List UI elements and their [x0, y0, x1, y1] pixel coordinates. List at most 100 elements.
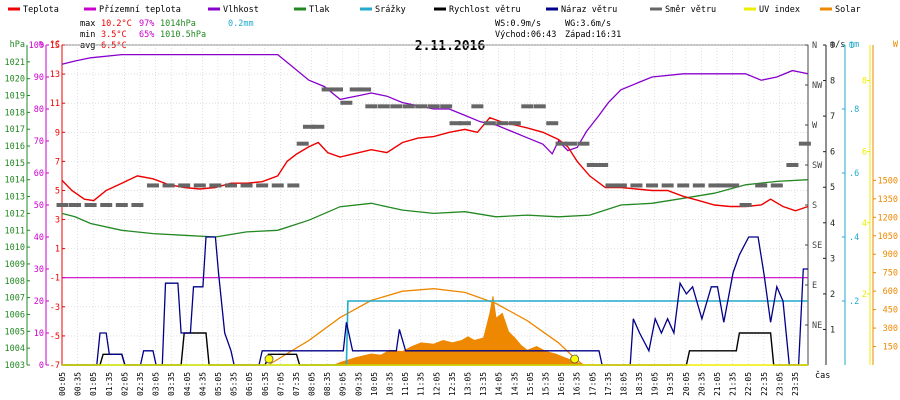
x-tick-label: 07:35 — [292, 372, 301, 396]
wind-direction-mark — [770, 183, 783, 188]
direction-axis-tick-label: SE — [812, 241, 822, 251]
pressure-axis-tick-label: 1019 — [5, 92, 25, 102]
x-tick-label: 04:05 — [183, 372, 192, 396]
x-tick-label: 20:35 — [697, 372, 706, 396]
stat-label: min — [80, 30, 95, 40]
wind-direction-mark — [708, 183, 721, 188]
rain-axis-tick-label: 1 — [849, 41, 854, 51]
wind-direction-mark — [240, 183, 253, 188]
x-tick-label: 12:05 — [432, 372, 441, 396]
wind-direction-mark — [717, 183, 730, 188]
rain-axis-unit: mm — [849, 40, 859, 50]
temperature-axis-tick-label: 11 — [50, 99, 60, 109]
legend-label: Tlak — [309, 5, 329, 15]
x-tick-label: 15:05 — [526, 372, 535, 396]
temperature-axis-tick-label: 3 — [55, 216, 60, 226]
stat-humidity: 97% — [139, 19, 154, 29]
stat-temp: 10.2°C — [101, 19, 132, 29]
humidity-axis-tick-label: 90 — [34, 73, 44, 83]
direction-axis-tick-label: N — [812, 41, 817, 51]
solar-axis-tick-label: 1350 — [878, 195, 898, 205]
x-tick-label: 16:35 — [573, 372, 582, 396]
wind-direction-mark — [577, 141, 590, 146]
rain-axis-tick-label: .2 — [849, 297, 859, 307]
windspeed-axis-tick-label: 2 — [830, 290, 835, 300]
wind-direction-mark — [193, 183, 206, 188]
wind-direction-mark — [331, 87, 344, 92]
humidity-axis-tick-label: 70 — [34, 137, 44, 147]
windspeed-axis-tick-label: 1 — [830, 325, 835, 335]
stat-wg: WG:3.6m/s — [565, 19, 611, 29]
x-tick-label: 17:05 — [588, 372, 597, 396]
wind-direction-mark — [390, 104, 403, 109]
x-tick-label: 09:35 — [354, 372, 363, 396]
x-tick-label: 05:05 — [214, 372, 223, 396]
legend-label: Směr větru — [665, 5, 716, 15]
x-tick-label: 03:35 — [167, 372, 176, 396]
pressure-axis-tick-label: 1013 — [5, 193, 25, 203]
temperature-axis-tick-label: -5 — [50, 332, 60, 342]
stat-pressure: 1014hPa — [160, 19, 196, 29]
wind-direction-mark — [605, 183, 618, 188]
direction-axis-tick-label: SW — [812, 161, 823, 171]
direction-axis-tick-label: NW — [812, 81, 823, 91]
pressure-axis-tick-label: 1006 — [5, 310, 25, 320]
pressure-axis-tick-label: 1017 — [5, 125, 25, 135]
x-tick-label: 18:05 — [619, 372, 628, 396]
wind-direction-mark — [727, 183, 740, 188]
humidity-axis-unit: % — [39, 40, 44, 50]
stat-label: avg — [80, 41, 95, 51]
x-tick-label: 15:35 — [541, 372, 550, 396]
x-tick-label: 14:35 — [510, 372, 519, 396]
wind-direction-mark — [564, 141, 577, 146]
wind-direction-mark — [427, 104, 440, 109]
humidity-axis-tick-label: 0 — [39, 361, 44, 371]
solar-axis-tick-label: 450 — [883, 306, 898, 316]
uv-axis-tick-label: 4 — [862, 219, 867, 229]
wind-direction-mark — [271, 183, 284, 188]
pressure-axis-tick-label: 1010 — [5, 243, 25, 253]
windspeed-axis-tick-label: 9 — [830, 41, 835, 51]
legend-label: Náraz větru — [561, 5, 617, 15]
direction-axis-tick-label: NE — [812, 321, 822, 331]
windspeed-axis-unit: m/s — [830, 40, 845, 50]
rain-axis-tick-label: .8 — [849, 105, 859, 115]
wind-direction-mark — [546, 121, 559, 126]
x-tick-label: 21:05 — [713, 372, 722, 396]
uv-axis-tick-label: 6 — [862, 148, 867, 158]
temperature-axis-tick-label: 7 — [55, 157, 60, 167]
wind-direction-mark — [458, 121, 471, 126]
pressure-axis-tick-label: 1018 — [5, 108, 25, 118]
wind-direction-mark — [302, 124, 315, 129]
x-tick-label: 01:35 — [105, 372, 114, 396]
pressure-axis-tick-label: 1021 — [5, 58, 25, 68]
wind-direction-mark — [692, 183, 705, 188]
x-tick-label: 18:35 — [635, 372, 644, 396]
windspeed-axis-tick-label: 8 — [830, 77, 835, 87]
x-axis: 00:05 00:35 01:05 01:35 02:05 02:35 03:05 03:35… — [58, 370, 830, 396]
rain-axis-tick-label: .6 — [849, 169, 859, 179]
x-tick-label: 01:05 — [89, 372, 98, 396]
solar-axis-tick-label: 150 — [883, 343, 898, 353]
legend-label: Vlhkost — [223, 5, 259, 15]
rain-axis-tick-label: .4 — [849, 233, 859, 243]
legend-label: Srážky — [375, 5, 406, 15]
pressure-line — [61, 179, 809, 238]
wind-direction-mark — [209, 183, 222, 188]
wind-direction-mark — [630, 183, 643, 188]
wind-direction-mark — [596, 163, 609, 167]
x-tick-label: 02:35 — [136, 372, 145, 396]
x-tick-label: 09:05 — [339, 372, 348, 396]
solar-max-line — [268, 288, 584, 366]
solar-axis-tick-label: 600 — [883, 287, 898, 297]
wind-direction-mark — [321, 87, 334, 92]
solar-axis-tick-label: 1500 — [878, 176, 898, 186]
temperature-axis-tick-label: 1 — [55, 245, 60, 255]
humidity-axis-tick-label: 10 — [34, 329, 44, 339]
pressure-axis-tick-label: 1014 — [5, 176, 25, 186]
windspeed-axis-tick-label: 7 — [830, 112, 835, 122]
legend-label: Teplota — [23, 5, 59, 15]
x-axis-label: čas — [815, 370, 830, 381]
legend-label: Rychlost větru — [449, 5, 521, 15]
